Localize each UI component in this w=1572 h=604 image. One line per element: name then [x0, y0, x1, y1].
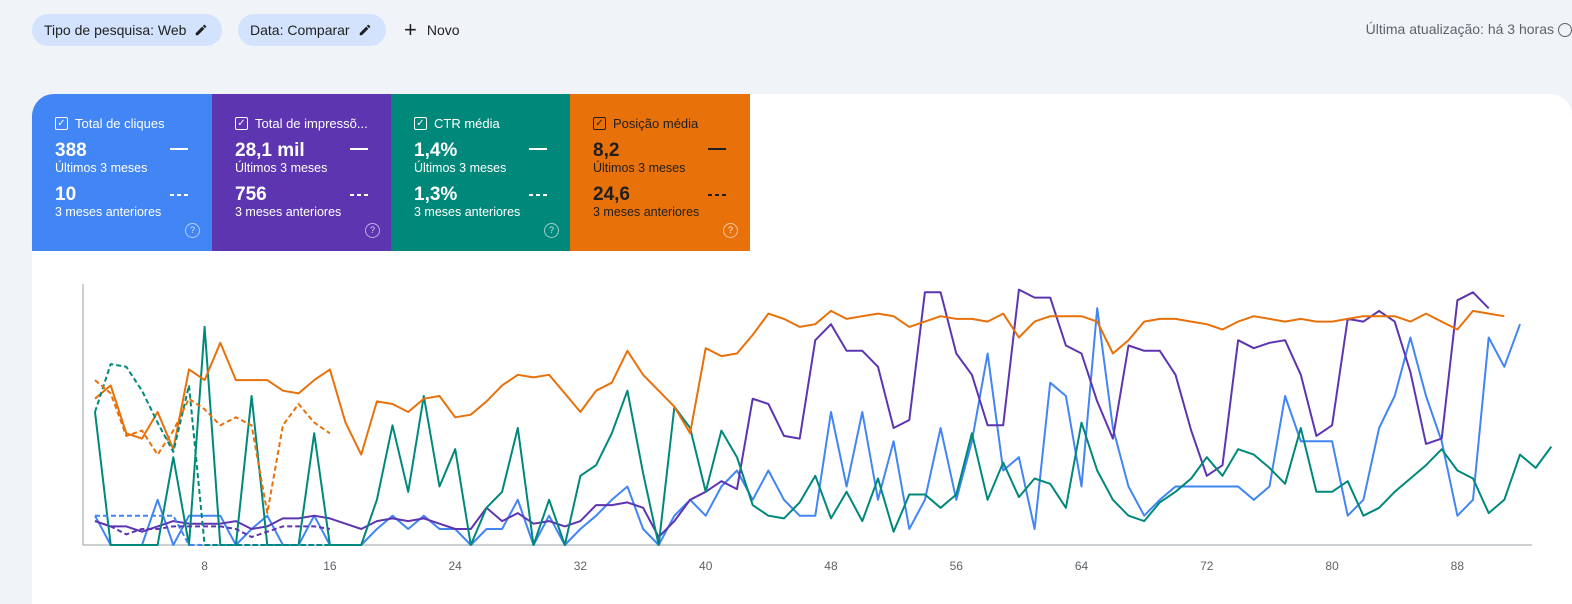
filter-chip-label: Tipo de pesquisa: Web	[44, 22, 187, 38]
metric-title: Total de impressõ...	[255, 116, 368, 131]
metric-header: ✓ Total de cliques	[55, 116, 212, 131]
x-tick-label: 56	[950, 559, 964, 573]
metric-previous-label: 3 meses anteriores	[593, 205, 700, 219]
metric-previous-label: 3 meses anteriores	[414, 205, 521, 219]
dashed-line-legend	[529, 194, 547, 196]
metric-header: ✓ CTR média	[414, 116, 571, 131]
solid-line-legend	[529, 148, 547, 150]
edit-icon	[359, 24, 370, 36]
metric-current-value: 28,1 mil	[235, 140, 305, 161]
help-icon[interactable]: ?	[185, 223, 200, 238]
metric-previous-value: 1,3%	[414, 184, 458, 205]
x-tick-label: 32	[574, 559, 588, 573]
x-tick-label: 8	[201, 559, 208, 573]
filter-chip-search-type[interactable]: Tipo de pesquisa: Web	[32, 14, 223, 46]
checkbox-icon[interactable]: ✓	[593, 117, 606, 130]
plus-icon: +	[404, 17, 417, 42]
metric-avg-position[interactable]: ✓ Posição média 8,2 Últimos 3 meses 24,6 …	[570, 94, 750, 251]
metric-previous-value: 756	[235, 184, 267, 205]
metric-header: ✓ Total de impressõ...	[235, 116, 392, 131]
dashed-line-legend	[350, 194, 368, 196]
metric-title: CTR média	[434, 116, 500, 131]
metric-current-label: Últimos 3 meses	[235, 161, 328, 175]
metric-avg-ctr[interactable]: ✓ CTR média 1,4% Últimos 3 meses 1,3% 3 m…	[391, 94, 571, 251]
solid-line-legend	[708, 148, 726, 150]
series-line	[95, 514, 330, 546]
last-updated-text: Última atualização: há 3 horas	[1365, 21, 1554, 37]
filter-chip-date[interactable]: Data: Comparar	[238, 14, 386, 46]
series-line	[94, 309, 1505, 456]
checkbox-icon[interactable]: ✓	[414, 117, 427, 130]
last-updated: Última atualização: há 3 horas	[1365, 21, 1572, 37]
solid-line-legend	[170, 148, 188, 150]
filter-chip-label: Data: Comparar	[250, 22, 350, 38]
info-icon[interactable]	[1558, 23, 1572, 37]
solid-line-legend	[350, 148, 368, 150]
metric-previous-label: 3 meses anteriores	[235, 205, 342, 219]
series-line	[94, 325, 1553, 546]
help-icon[interactable]: ?	[544, 223, 559, 238]
metric-header: ✓ Posição média	[593, 116, 750, 131]
x-tick-label: 72	[1200, 559, 1214, 573]
help-icon[interactable]: ?	[365, 223, 380, 238]
metric-current-label: Últimos 3 meses	[414, 161, 507, 175]
checkbox-icon[interactable]: ✓	[235, 117, 248, 130]
metric-current-value: 388	[55, 140, 87, 161]
new-filter-button[interactable]: + Novo	[404, 14, 460, 46]
x-tick-label: 64	[1075, 559, 1089, 573]
metric-previous-label: 3 meses anteriores	[55, 205, 162, 219]
performance-card: 8 16 24 32 40 48 56 64 72 80 88 ✓ Total de cliques …	[32, 94, 1572, 604]
checkbox-icon[interactable]: ✓	[55, 117, 68, 130]
series-line	[94, 363, 330, 546]
edit-icon	[196, 24, 207, 36]
metric-current-value: 8,2	[593, 140, 620, 161]
series-line	[94, 307, 1521, 546]
help-icon[interactable]: ?	[723, 223, 738, 238]
dashed-line-legend	[170, 194, 188, 196]
metric-current-label: Últimos 3 meses	[593, 161, 686, 175]
metric-total-clicks[interactable]: ✓ Total de cliques 388 Últimos 3 meses 10…	[32, 94, 212, 251]
performance-chart: 8 16 24 32 40 48 56 64 72 80 88	[82, 284, 1553, 573]
x-tick-label: 16	[323, 559, 337, 573]
metric-previous-value: 10	[55, 184, 77, 205]
metric-title: Total de cliques	[75, 116, 165, 131]
series-line	[94, 288, 1490, 538]
x-tick-label: 48	[824, 559, 838, 573]
new-filter-label: Novo	[426, 22, 460, 38]
metric-current-label: Últimos 3 meses	[55, 161, 148, 175]
chart-axes	[82, 284, 1532, 546]
x-tick-label: 88	[1451, 559, 1465, 573]
metric-title: Posição média	[613, 116, 699, 131]
series-line	[94, 379, 331, 515]
metric-previous-value: 24,6	[593, 184, 630, 205]
dashed-line-legend	[708, 194, 726, 196]
x-tick-label: 80	[1325, 559, 1339, 573]
x-tick-label: 24	[448, 559, 462, 573]
metric-current-value: 1,4%	[414, 140, 458, 161]
x-tick-label: 40	[699, 559, 713, 573]
series-line	[94, 520, 331, 538]
metric-total-impressions[interactable]: ✓ Total de impressõ... 28,1 mil Últimos 3…	[212, 94, 392, 251]
